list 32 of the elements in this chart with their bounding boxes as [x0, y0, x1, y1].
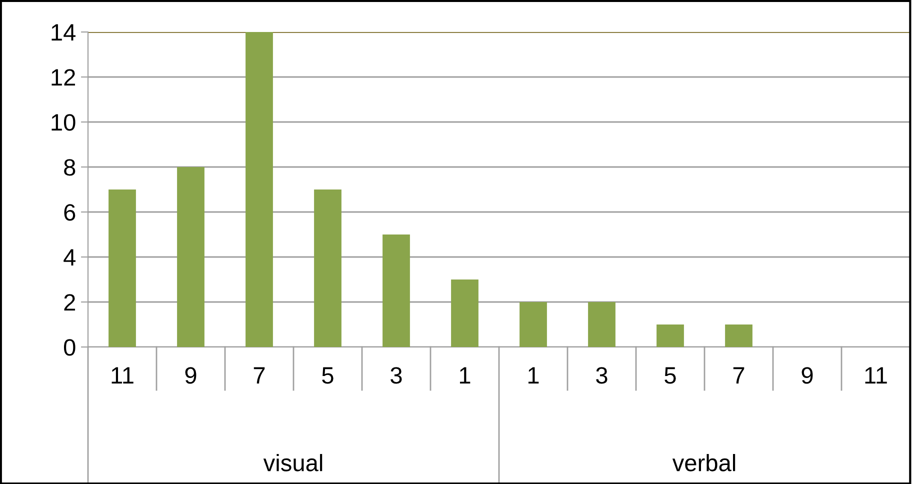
x-tick-label: 11 [865, 367, 887, 384]
bar [177, 167, 204, 347]
x-tick-label: 1 [528, 367, 539, 384]
bar [520, 302, 547, 347]
x-tick-label: 11 [112, 367, 134, 384]
x-tick-label: 7 [733, 367, 744, 384]
bar [314, 190, 342, 347]
y-tick-label: 8 [64, 159, 76, 176]
x-tick-label: 5 [664, 367, 676, 384]
x-tick-label: 9 [802, 367, 813, 384]
bar [725, 324, 752, 347]
text: visual [263, 454, 322, 472]
text: verbal [672, 454, 736, 472]
bar [246, 32, 273, 347]
y-tick-label: 4 [64, 249, 76, 266]
y-tick-label: 2 [64, 294, 76, 311]
x-tick-label: 3 [390, 367, 402, 384]
y-tick-label: 12 [52, 69, 76, 86]
x-tick-label: 7 [254, 367, 265, 384]
bar [656, 324, 684, 347]
x-tick-label: 9 [185, 367, 196, 384]
x-tick-label: 3 [596, 367, 608, 384]
bar [451, 280, 478, 347]
y-tick-label: 6 [64, 204, 76, 221]
y-tick-label: 0 [64, 339, 76, 356]
x-tick-label: 1 [460, 367, 470, 384]
bar [382, 234, 410, 347]
bar [108, 190, 136, 347]
bar [588, 302, 616, 347]
x-tick-label: 5 [322, 367, 334, 384]
y-tick-label: 14 [52, 24, 76, 41]
y-tick-label: 10 [52, 114, 76, 131]
